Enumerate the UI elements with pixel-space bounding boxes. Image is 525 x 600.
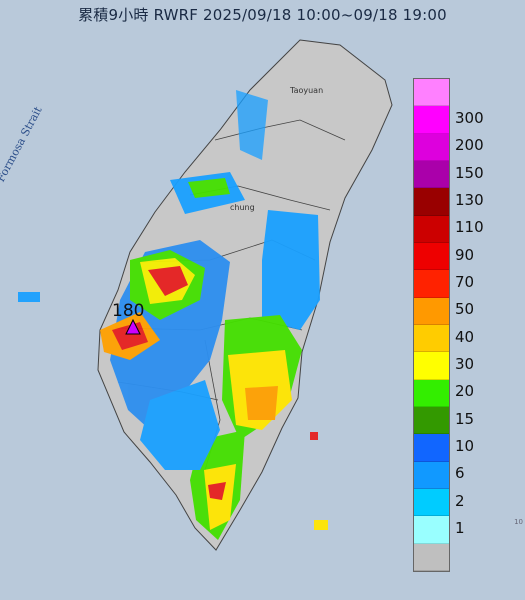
legend-label: 130 (455, 191, 484, 209)
legend-swatch (414, 270, 449, 298)
map-title: 累積9小時 RWRF 2025/09/18 10:00~09/18 19:00 (78, 6, 447, 24)
legend-swatch (414, 242, 449, 271)
legend-swatch (414, 188, 449, 216)
legend-swatch (414, 352, 449, 380)
legend-swatch (414, 106, 449, 134)
legend-label: 110 (455, 218, 484, 237)
legend-swatch (414, 133, 449, 161)
legend-label: 20 (455, 382, 475, 401)
legend-swatch (414, 516, 449, 544)
legend-label: 50 (455, 300, 475, 319)
max-marker-triangle (125, 318, 141, 335)
legend-colorbar (413, 78, 450, 572)
legend-swatch (414, 297, 449, 325)
legend-label: 40 (455, 327, 475, 346)
legend-swatch (414, 324, 449, 353)
legend-swatch (414, 461, 449, 489)
place-label-taoyuan: Taoyuan (290, 86, 324, 95)
rain-fields (18, 90, 328, 540)
legend-swatch (414, 406, 449, 435)
legend-swatch (414, 160, 449, 189)
legend-label: 15 (455, 409, 475, 428)
legend-label: 2 (455, 491, 465, 510)
legend-swatch (414, 488, 449, 517)
legend-swatch (414, 434, 449, 462)
legend-swatch (414, 379, 449, 407)
legend-label: 70 (455, 273, 475, 291)
max-value-label: 180 (112, 301, 145, 321)
legend-label: 90 (455, 245, 475, 264)
legend-label: 1 (455, 519, 465, 537)
legend-label: 10 (455, 437, 475, 455)
legend-labels: 300 200 150 130 110 90 70 50 40 30 20 15 10 6 2 1 (455, 78, 515, 570)
legend-label: 200 (455, 136, 484, 155)
place-label-taichung: chung (230, 203, 255, 212)
legend-label: 150 (455, 163, 484, 182)
legend-swatch (414, 215, 449, 243)
legend-swatch (414, 79, 449, 107)
legend-label: 30 (455, 355, 475, 373)
corner-label: 10 (514, 518, 523, 526)
legend-swatch (414, 543, 449, 571)
legend-label: 6 (455, 464, 465, 483)
legend-label: 300 (455, 109, 484, 127)
